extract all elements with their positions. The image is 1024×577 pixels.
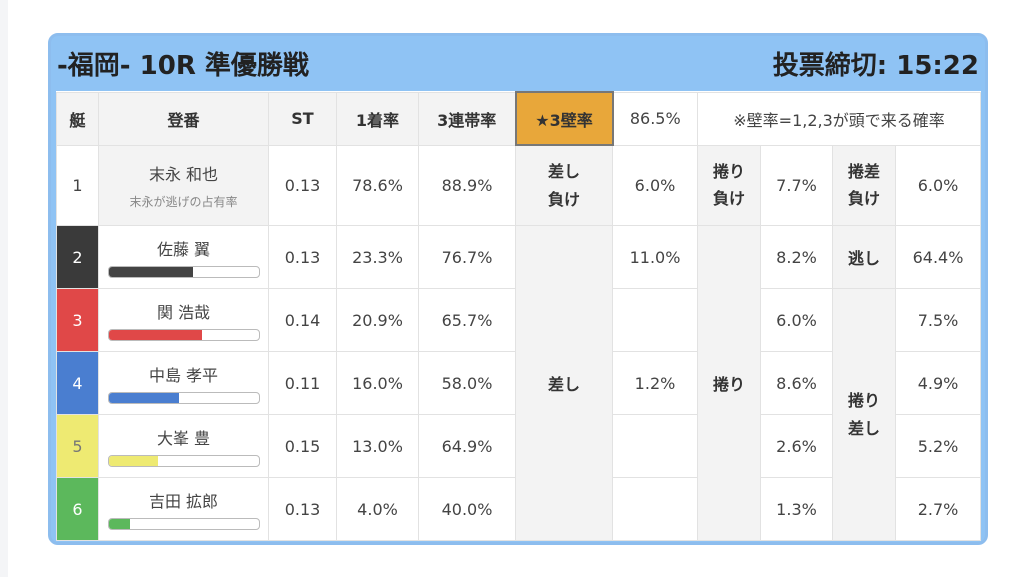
cell: 2.6% xyxy=(760,414,833,478)
cell: 8.2% xyxy=(760,225,833,289)
cell: 7.5% xyxy=(894,288,982,352)
cell: 7.7% xyxy=(760,144,833,226)
label: 捲り負け xyxy=(712,162,745,209)
cell: 78.6% xyxy=(336,144,419,226)
header-row: 艇 登番 ST 1着率 3連帯率 ★3壁率 86.5% ※壁率=1,2,3が頭で… xyxy=(56,91,982,146)
sidebar xyxy=(0,0,8,577)
cell xyxy=(612,477,698,541)
boat: 4 xyxy=(56,351,99,415)
cell: 13.0% xyxy=(336,414,419,478)
row: 2 佐藤 翼 0.13 23.3% 76.7% 差し 11.0% 捲り 8.2%… xyxy=(56,225,982,541)
bar-track xyxy=(107,392,260,404)
col-header: 艇 xyxy=(56,91,99,146)
row: 6 吉田 拡郎 0.13 4.0% 40.0% 1.3% 2.7% xyxy=(56,477,982,541)
cell: 20.9% xyxy=(336,288,419,352)
racer: 大峯 豊 xyxy=(98,414,269,478)
col-header: 登番 xyxy=(98,91,269,146)
header: -福岡- 10R 準優勝戦 投票締切: 15:22 xyxy=(51,36,985,91)
cell: 64.4% xyxy=(894,225,982,289)
bar xyxy=(108,267,193,277)
racer: 末永 和也末永が逃げの占有率 xyxy=(98,144,269,226)
cell: 58.0% xyxy=(418,351,516,415)
cell: 0.13 xyxy=(268,225,337,289)
col-header: 1着率 xyxy=(336,91,419,146)
racer-name: 佐藤 翼 xyxy=(156,240,211,259)
boat: 1 xyxy=(56,144,99,226)
label-cell: 捲り xyxy=(697,225,761,541)
racer: 吉田 拡郎 xyxy=(98,477,269,541)
boat: 3 xyxy=(56,288,99,352)
label: 捲り差し xyxy=(847,391,880,438)
boat: 5 xyxy=(56,414,99,478)
cell xyxy=(612,288,698,352)
race-title: -福岡- 10R 準優勝戦 xyxy=(57,51,309,81)
cell: 11.0% xyxy=(612,225,698,289)
cell: 4.0% xyxy=(336,477,419,541)
racer: 関 浩哉 xyxy=(98,288,269,352)
boat: 6 xyxy=(56,477,99,541)
cell: 16.0% xyxy=(336,351,419,415)
col-header: 86.5% xyxy=(612,91,698,146)
race-card: -福岡- 10R 準優勝戦 投票締切: 15:22 艇 登番 ST 1着率 3連… xyxy=(48,33,988,545)
stats-table: 艇 登番 ST 1着率 3連帯率 ★3壁率 86.5% ※壁率=1,2,3が頭で… xyxy=(56,91,982,541)
racer: 中島 孝平 xyxy=(98,351,269,415)
cell: 76.7% xyxy=(418,225,516,289)
deadline: 投票締切: 15:22 xyxy=(772,51,979,81)
label-cell: 差し負け xyxy=(515,144,613,226)
cell: 6.0% xyxy=(760,288,833,352)
cell: 6.0% xyxy=(612,144,698,226)
col-header: 3連帯率 xyxy=(418,91,516,146)
cell: 1.2% xyxy=(612,351,698,415)
bar-track xyxy=(107,455,260,467)
boat: 2 xyxy=(56,225,99,289)
cell xyxy=(612,414,698,478)
bar-track xyxy=(107,266,260,278)
row: 3 関 浩哉 0.14 20.9% 65.7% 6.0% 捲り差し 7.5% xyxy=(56,288,982,541)
label-cell: 捲差負け xyxy=(832,144,896,226)
row: 1 末永 和也末永が逃げの占有率 0.13 78.6% 88.9% 差し負け 6… xyxy=(56,144,982,226)
racer: 佐藤 翼 xyxy=(98,225,269,289)
row: 4 中島 孝平 0.11 16.0% 58.0% 1.2% 8.6% 4.9% xyxy=(56,351,982,415)
racer-name: 末永 和也 xyxy=(148,164,219,184)
cell: 4.9% xyxy=(894,351,982,415)
racer-name: 中島 孝平 xyxy=(148,366,219,385)
racer-note: 末永が逃げの占有率 xyxy=(129,194,238,209)
bar xyxy=(108,519,130,529)
row: 5 大峯 豊 0.15 13.0% 64.9% 2.6% 5.2% xyxy=(56,414,982,478)
bar-track xyxy=(107,329,260,341)
cell: 40.0% xyxy=(418,477,516,541)
label: 差し負け xyxy=(547,162,580,209)
label-cell: 逃し xyxy=(832,225,896,289)
bar xyxy=(108,393,179,403)
cell: 0.13 xyxy=(268,477,337,541)
cell: 23.3% xyxy=(336,225,419,289)
cell: 0.11 xyxy=(268,351,337,415)
cell: 88.9% xyxy=(418,144,516,226)
cell: 5.2% xyxy=(894,414,982,478)
label: 捲差負け xyxy=(847,162,880,209)
cell: 0.13 xyxy=(268,144,337,226)
cell: 8.6% xyxy=(760,351,833,415)
bar-track xyxy=(107,518,260,530)
label-cell: 捲り負け xyxy=(697,144,761,226)
label-cell: 捲り差し xyxy=(832,288,896,541)
cell: 65.7% xyxy=(418,288,516,352)
label-cell: 差し xyxy=(515,225,613,541)
racer-name: 大峯 豊 xyxy=(156,429,211,448)
cell: 0.15 xyxy=(268,414,337,478)
col-note: ※壁率=1,2,3が頭で来る確率 xyxy=(696,91,982,146)
cell: 64.9% xyxy=(418,414,516,478)
cell: 6.0% xyxy=(894,144,982,226)
col-header: ST xyxy=(268,91,337,146)
racer-name: 吉田 拡郎 xyxy=(148,492,219,511)
col-header: ★3壁率 xyxy=(514,91,614,146)
cell: 2.7% xyxy=(894,477,982,541)
bar xyxy=(108,456,158,466)
cell: 0.14 xyxy=(268,288,337,352)
cell: 1.3% xyxy=(760,477,833,541)
racer-name: 関 浩哉 xyxy=(156,303,211,322)
bar xyxy=(108,330,202,340)
